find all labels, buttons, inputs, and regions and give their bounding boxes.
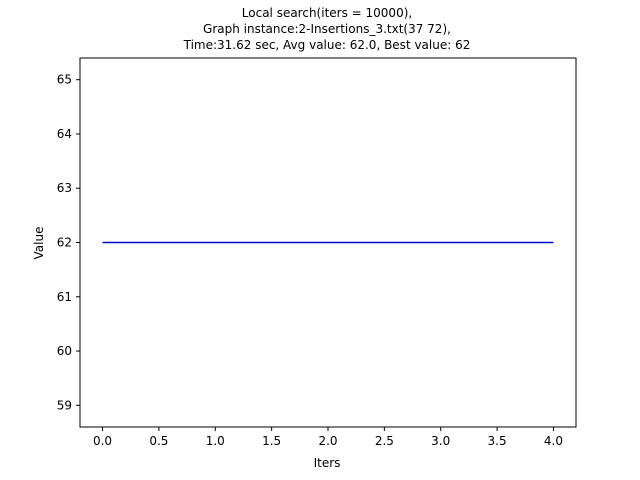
x-tick-label: 3.0 xyxy=(431,434,450,448)
x-tick-label: 0.0 xyxy=(93,434,112,448)
x-tick-label: 1.5 xyxy=(262,434,281,448)
x-tick-label: 2.0 xyxy=(318,434,337,448)
chart-title-line-2: Graph instance:2-Insertions_3.txt(37 72)… xyxy=(203,22,451,36)
y-tick-label: 61 xyxy=(57,290,72,304)
y-tick-label: 63 xyxy=(57,181,72,195)
y-tick-label: 64 xyxy=(57,127,72,141)
y-tick-label: 60 xyxy=(57,344,72,358)
x-tick-label: 3.5 xyxy=(488,434,507,448)
y-axis-ticks: 59 60 61 62 63 64 65 xyxy=(57,73,80,412)
x-tick-label: 2.5 xyxy=(375,434,394,448)
x-axis-label: Iters xyxy=(314,456,341,470)
y-axis-label: Value xyxy=(32,227,46,260)
y-tick-label: 62 xyxy=(57,236,72,250)
y-tick-label: 59 xyxy=(57,398,72,412)
x-tick-label: 1.0 xyxy=(206,434,225,448)
y-tick-label: 65 xyxy=(57,73,72,87)
chart-title-line-3: Time:31.62 sec, Avg value: 62.0, Best va… xyxy=(183,38,471,52)
x-tick-label: 4.0 xyxy=(544,434,563,448)
x-tick-label: 0.5 xyxy=(149,434,168,448)
x-axis-ticks: 0.0 0.5 1.0 1.5 2.0 2.5 3.0 3.5 4.0 xyxy=(93,427,563,448)
chart-title-line-1: Local search(iters = 10000), xyxy=(242,6,412,20)
